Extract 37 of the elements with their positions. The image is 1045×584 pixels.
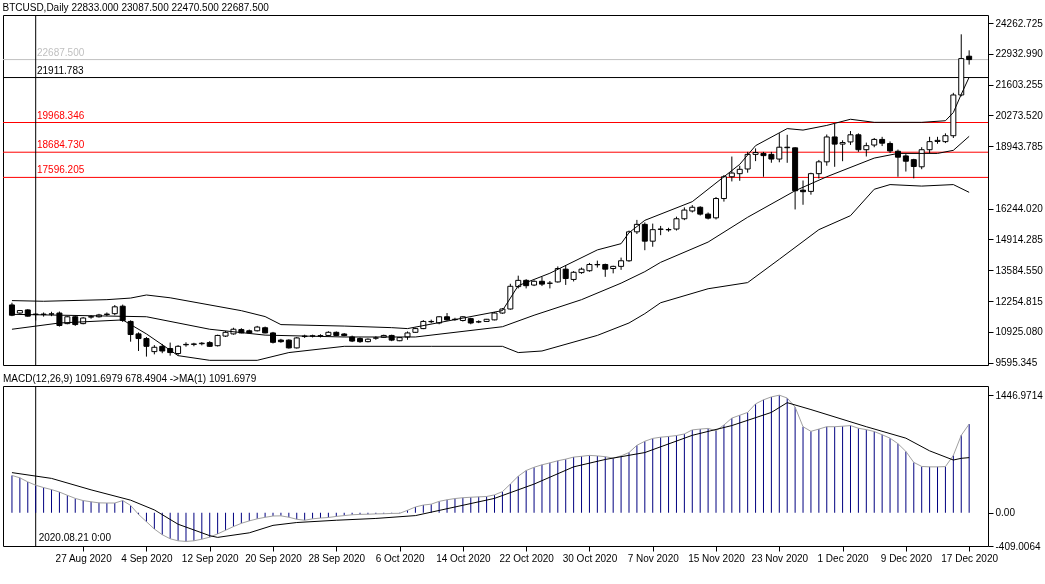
- x-tick-label: 9 Dec 2020: [880, 552, 933, 564]
- y-tick-label: 14914.285: [995, 233, 1044, 245]
- x-tick-label: 20 Sep 2020: [245, 552, 303, 564]
- y-tick-label: 22932.990: [995, 48, 1044, 60]
- y-tick-label: 16244.020: [995, 203, 1044, 215]
- x-tick-label: 30 Oct 2020: [562, 552, 618, 564]
- x-tick-label: 15 Nov 2020: [688, 552, 746, 564]
- y-tick-label: 12254.815: [995, 295, 1044, 307]
- chart-title: BTCUSD,Daily 22833.000 23087.500 22470.500 22687.500: [2, 1, 270, 13]
- ref-line-label: 21911.783: [37, 64, 84, 76]
- ref-line-label: 17596.205: [37, 164, 85, 176]
- y-tick-label: -409.0064: [995, 540, 1041, 552]
- y-tick-label: 21603.255: [995, 79, 1044, 91]
- y-tick-label: 10925.080: [995, 326, 1044, 338]
- x-tick-label: 23 Nov 2020: [751, 552, 809, 564]
- x-tick-label: 12 Sep 2020: [181, 552, 240, 564]
- chart-title: MACD(12,26,9) 1091.6979 678.4904 ->MA(1) 1091.6979: [3, 372, 257, 384]
- ref-line-label: 22687.500: [37, 46, 85, 58]
- y-tick-label: 24262.725: [995, 17, 1044, 29]
- ref-line-label: 18684.730: [37, 139, 85, 151]
- ref-line-label: 19968.346: [37, 109, 85, 121]
- y-tick-label: 9595.345: [995, 357, 1038, 369]
- x-tick-label: 17 Dec 2020: [941, 552, 999, 564]
- x-tick-label: 27 Aug 2020: [55, 552, 113, 564]
- x-tick-label: 6 Oct 2020: [375, 552, 425, 564]
- x-tick-label: 14 Oct 2020: [436, 552, 492, 564]
- x-tick-label: 4 Sep 2020: [121, 552, 173, 564]
- ref-line-label: 2020.08.21 0:00: [38, 532, 112, 543]
- x-tick-label: 7 Nov 2020: [627, 552, 680, 564]
- y-tick-label: 18943.785: [995, 140, 1044, 152]
- y-tick-label: 1446.9714: [995, 389, 1044, 401]
- y-tick-label: 20273.520: [995, 109, 1044, 121]
- y-tick-label: 0.00: [995, 507, 1016, 519]
- y-tick-label: 13584.550: [995, 264, 1044, 276]
- x-tick-label: 1 Dec 2020: [817, 552, 870, 564]
- x-tick-label: 28 Sep 2020: [308, 552, 366, 564]
- x-tick-label: 22 Oct 2020: [499, 552, 555, 564]
